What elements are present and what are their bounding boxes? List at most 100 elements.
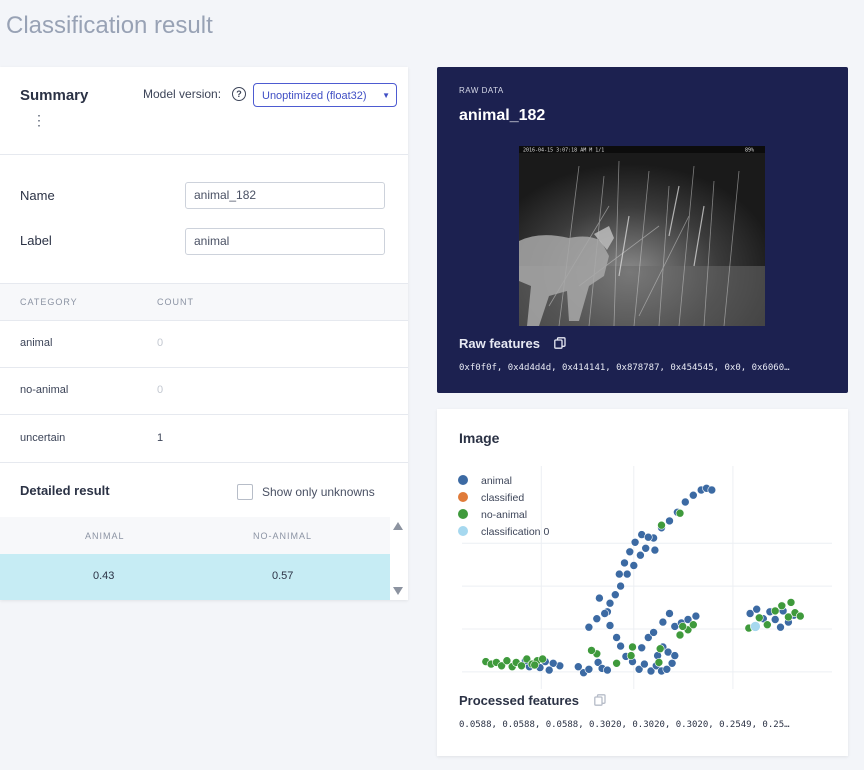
name-label: Name [20,188,55,203]
scatter-plot[interactable]: animal classified no-animal classification … [447,461,843,696]
scatter-point-animal[interactable] [665,609,674,618]
scatter-point-no-animal[interactable] [530,660,539,670]
scatter-point-animal[interactable] [625,547,635,557]
scatter-point-animal[interactable] [634,665,644,674]
scatter-point-animal[interactable] [616,581,625,591]
legend-marker[interactable] [458,526,468,536]
scatter-point-animal[interactable] [544,665,554,675]
scatter-point-animal[interactable] [593,658,603,667]
table-row: no-animal 0 [0,367,408,414]
scatter-point-no-animal[interactable] [626,651,636,660]
scatter-point-no-animal[interactable] [795,611,805,621]
scatter-point-no-animal[interactable] [655,644,665,653]
scatter-point-animal[interactable] [770,615,780,624]
name-field[interactable]: animal_182 [185,182,385,209]
legend-label[interactable]: no-animal [481,509,527,521]
scatter-point-no-animal[interactable] [675,508,685,518]
legend-label[interactable]: animal [481,475,512,487]
scatter-point-animal[interactable] [658,617,668,627]
scroll-up-arrow-icon[interactable] [393,522,403,530]
legend-marker[interactable] [458,492,468,502]
scatter-point-classification-0[interactable] [750,621,761,632]
more-options-icon[interactable]: ⋮ [32,112,46,128]
legend-label[interactable]: classified [481,492,524,504]
scatter-point-animal[interactable] [595,593,604,603]
raw-data-kicker: RAW DATA [459,86,504,95]
scatter-point-no-animal[interactable] [538,654,547,664]
scatter-point-animal[interactable] [670,651,680,660]
scatter-point-animal[interactable] [641,544,650,553]
scatter-point-animal[interactable] [584,622,594,632]
scatter-point-animal[interactable] [650,545,660,555]
scatter-point-animal[interactable] [584,665,594,674]
legend-label[interactable]: classification 0 [481,526,549,538]
scatter-point-no-animal[interactable] [770,606,780,616]
scatter-point-animal[interactable] [605,598,615,608]
scatter-point-animal[interactable] [663,647,673,657]
help-icon[interactable]: ? [232,87,246,101]
category-name: uncertain [20,432,66,444]
scatter-point-no-animal[interactable] [675,630,685,640]
scatter-point-animal[interactable] [592,614,602,623]
scatter-point-no-animal[interactable] [654,658,664,667]
scatter-point-animal[interactable] [691,611,701,621]
scatter-point-animal[interactable] [615,569,624,579]
scroll-down-arrow-icon[interactable] [393,587,403,595]
scatter-point-animal[interactable] [649,628,658,637]
result-row[interactable]: 0.43 0.57 [0,554,390,600]
scatter-point-animal[interactable] [629,561,639,570]
scatter-point-no-animal[interactable] [777,601,787,611]
scatter-point-animal[interactable] [681,497,690,507]
scatter-point-animal[interactable] [667,659,677,668]
scatter-point-no-animal[interactable] [754,613,764,623]
scatter-point-no-animal[interactable] [587,646,596,655]
scatter-point-animal[interactable] [603,665,612,675]
show-only-unknowns-label[interactable]: Show only unknowns [262,485,375,499]
scatter-point-no-animal[interactable] [689,620,698,629]
model-version-label: Model version: [143,87,222,101]
scatter-point-animal[interactable] [665,516,674,526]
legend-marker[interactable] [458,475,468,485]
scatter-point-no-animal[interactable] [517,661,526,671]
scatter-point-animal[interactable] [605,621,615,630]
scatter-point-animal[interactable] [630,538,640,547]
scatter-point-animal[interactable] [616,641,625,651]
scatter-point-animal[interactable] [689,490,698,500]
table-row: animal 0 [0,320,408,367]
scatter-point-no-animal[interactable] [657,520,666,530]
copy-icon[interactable] [594,694,606,706]
scatter-point-no-animal[interactable] [762,620,772,629]
scatter-point-animal[interactable] [600,609,609,618]
scatter-point-animal[interactable] [620,558,629,568]
scatter-point-no-animal[interactable] [497,661,506,671]
scatter-point-animal[interactable] [636,550,645,560]
scatter-point-animal[interactable] [644,633,653,642]
scatter-point-no-animal[interactable] [502,656,512,665]
scatter-point-no-animal[interactable] [522,654,532,664]
scatter-point-animal[interactable] [683,615,693,624]
image-panel-title: Image [459,430,500,446]
copy-icon[interactable] [554,337,566,349]
scatter-point-animal[interactable] [707,485,717,495]
scatter-point-animal[interactable] [611,590,620,599]
scatter-point-animal[interactable] [612,633,621,642]
model-version-select[interactable]: Unoptimized (float32) ▼ [253,83,397,107]
scatter-point-animal[interactable] [640,659,649,669]
scatter-point-no-animal[interactable] [784,612,793,622]
scatter-point-animal[interactable] [574,662,583,671]
scatter-point-animal[interactable] [662,665,672,674]
label-field[interactable]: animal [185,228,385,255]
scatter-point-no-animal[interactable] [628,642,637,652]
scatter-point-animal[interactable] [622,569,632,579]
scatter-point-animal[interactable] [752,604,762,614]
scatter-point-animal[interactable] [637,643,646,653]
show-only-unknowns-checkbox[interactable] [237,484,253,500]
scatter-point-animal[interactable] [776,622,785,632]
legend-marker[interactable] [458,509,468,519]
scatter-point-animal[interactable] [745,609,755,618]
scatter-point-no-animal[interactable] [786,598,796,607]
scatter-point-animal[interactable] [646,666,656,676]
scatter-point-no-animal[interactable] [612,659,621,668]
scatter-point-animal[interactable] [644,532,653,542]
scatter-point-no-animal[interactable] [678,622,687,631]
